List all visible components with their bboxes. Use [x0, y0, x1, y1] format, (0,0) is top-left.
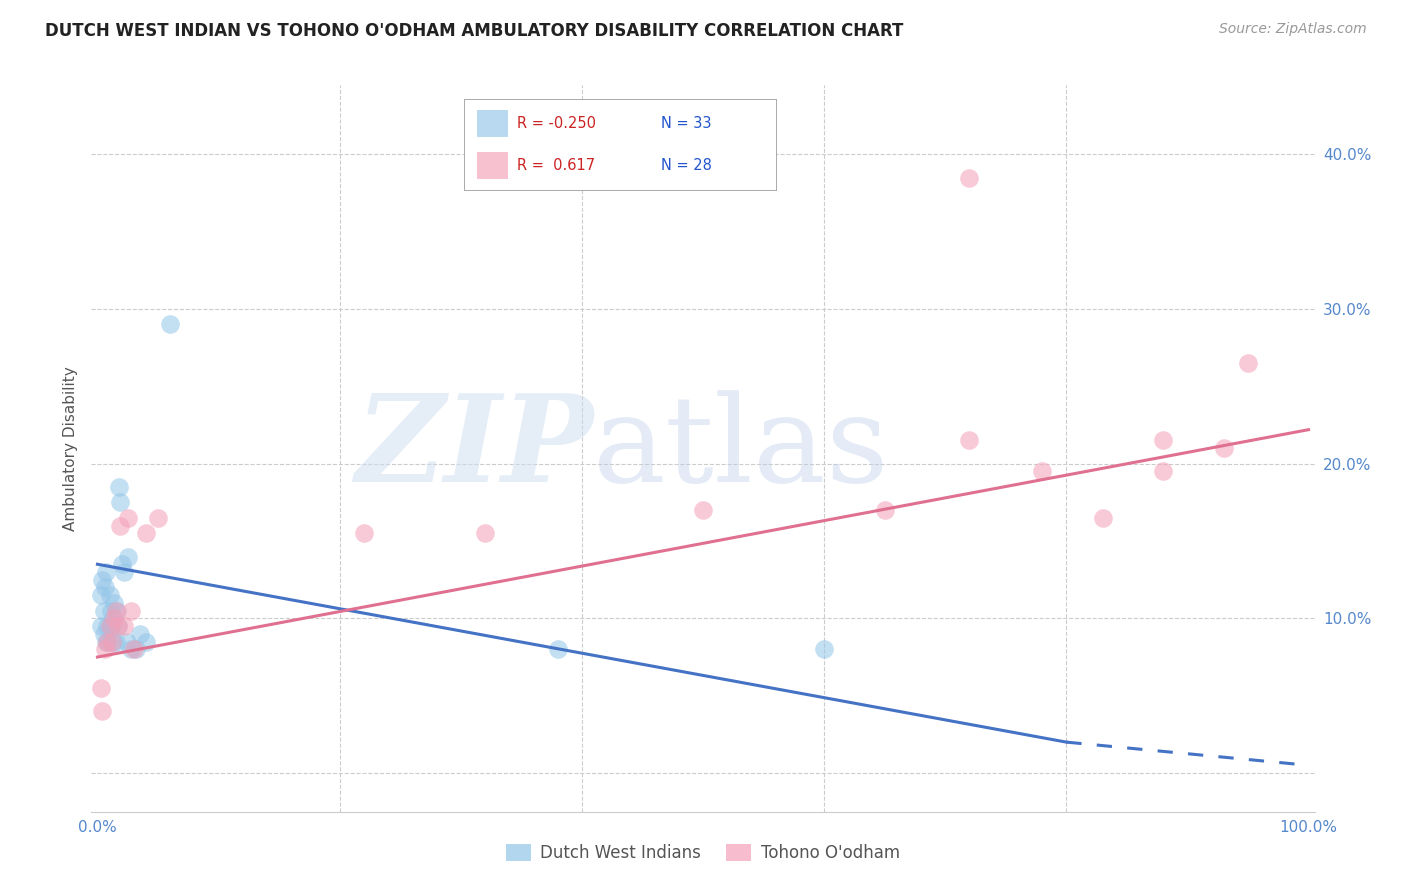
- Point: [110, 518, 132, 533]
- Point: [146, 511, 169, 525]
- Point: [353, 526, 375, 541]
- Point: [101, 634, 124, 648]
- Point: [135, 634, 157, 648]
- Point: [96, 619, 118, 633]
- Point: [101, 619, 124, 633]
- Point: [91, 704, 114, 718]
- Point: [93, 627, 115, 641]
- Point: [110, 495, 132, 509]
- Point: [813, 642, 835, 657]
- Point: [873, 503, 896, 517]
- Point: [104, 634, 127, 648]
- Point: [112, 565, 135, 579]
- Point: [1152, 434, 1174, 448]
- Point: [90, 588, 112, 602]
- Point: [100, 604, 122, 618]
- Point: [547, 642, 569, 657]
- Point: [117, 549, 139, 564]
- Point: [104, 604, 127, 618]
- Point: [135, 526, 157, 541]
- Point: [117, 511, 139, 525]
- Point: [98, 619, 121, 633]
- Point: [94, 634, 117, 648]
- Point: [1091, 511, 1114, 525]
- Point: [93, 642, 115, 657]
- Point: [90, 619, 112, 633]
- Point: [93, 604, 115, 618]
- Point: [107, 619, 129, 633]
- Point: [959, 170, 981, 185]
- Text: DUTCH WEST INDIAN VS TOHONO O'ODHAM AMBULATORY DISABILITY CORRELATION CHART: DUTCH WEST INDIAN VS TOHONO O'ODHAM AMBU…: [45, 22, 904, 40]
- Text: atlas: atlas: [593, 390, 890, 507]
- Point: [692, 503, 714, 517]
- Point: [122, 642, 145, 657]
- Point: [474, 526, 496, 541]
- Point: [103, 611, 125, 625]
- Point: [1212, 442, 1234, 455]
- Point: [103, 634, 125, 648]
- Point: [107, 619, 129, 633]
- Point: [115, 634, 138, 648]
- Point: [120, 604, 142, 618]
- Point: [959, 434, 981, 448]
- Point: [120, 642, 142, 657]
- Point: [112, 619, 135, 633]
- Point: [91, 573, 114, 587]
- Point: [94, 565, 117, 579]
- Point: [103, 611, 125, 625]
- Point: [96, 634, 118, 648]
- Legend: Dutch West Indians, Tohono O'odham: Dutch West Indians, Tohono O'odham: [499, 838, 907, 869]
- Point: [108, 480, 131, 494]
- Point: [97, 634, 120, 648]
- Point: [98, 619, 121, 633]
- Point: [98, 588, 121, 602]
- Point: [1237, 356, 1260, 370]
- Point: [1031, 465, 1053, 479]
- Point: [93, 581, 115, 595]
- Y-axis label: Ambulatory Disability: Ambulatory Disability: [62, 366, 77, 531]
- Point: [125, 642, 148, 657]
- Point: [128, 627, 150, 641]
- Point: [105, 604, 128, 618]
- Point: [90, 681, 112, 695]
- Point: [103, 596, 125, 610]
- Text: ZIP: ZIP: [354, 389, 593, 508]
- Point: [159, 318, 181, 332]
- Point: [111, 558, 134, 572]
- Text: Source: ZipAtlas.com: Source: ZipAtlas.com: [1219, 22, 1367, 37]
- Point: [1152, 465, 1174, 479]
